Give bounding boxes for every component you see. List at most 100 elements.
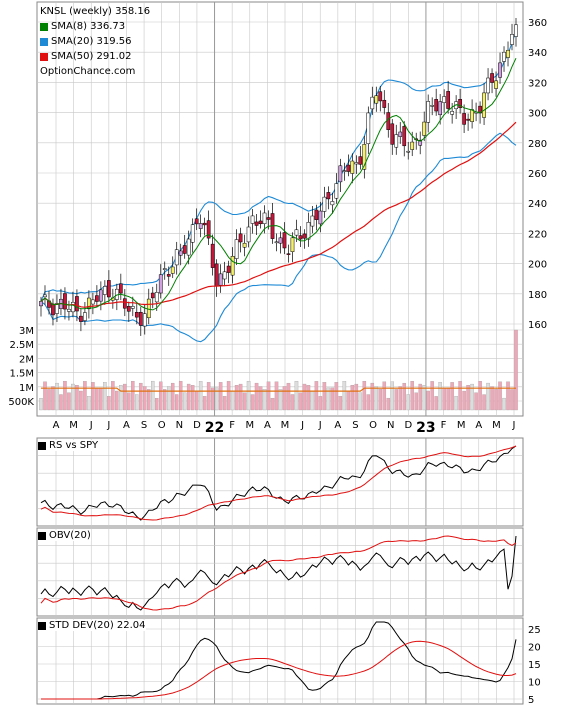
candle-body [83, 312, 87, 321]
volume-bar [186, 383, 191, 411]
month-label: A [475, 420, 482, 431]
candle-body [146, 298, 151, 319]
candle-body [286, 253, 291, 255]
candle-body [502, 51, 506, 62]
candle-body [103, 286, 107, 295]
month-label: D [193, 420, 201, 431]
std-label-text: STD DEV(20) 22.04 [49, 620, 146, 631]
volume-bar [290, 394, 295, 411]
candle-body [134, 312, 139, 318]
volume-bar [143, 386, 147, 411]
volume-bar [151, 380, 155, 411]
volume-bar [158, 381, 163, 411]
volume-bar [103, 382, 107, 411]
candle-body [362, 144, 367, 170]
volume-bar [246, 380, 251, 411]
candle-body [258, 220, 263, 225]
candle-body [374, 95, 379, 104]
volume-bar [95, 387, 99, 411]
volume-tick-label: 2M [19, 354, 34, 365]
candle-body [222, 271, 227, 280]
std-swatch [38, 621, 46, 630]
volume-bar [370, 382, 375, 411]
volume-tick-label: 1.5M [9, 369, 34, 380]
candle-body [398, 131, 403, 137]
obv-label-text: OBV(20) [49, 530, 91, 541]
candle-body [302, 233, 307, 239]
candle-body [394, 134, 399, 148]
candle-body [306, 222, 311, 240]
candle-body [482, 92, 486, 118]
month-label: J [300, 420, 304, 431]
volume-bar [39, 398, 43, 411]
volume-bar [99, 387, 103, 411]
candle-body [430, 105, 435, 107]
volume-bar [466, 384, 470, 411]
candle-body [458, 99, 462, 108]
month-gridlines [55, 2, 515, 416]
std-tick-label: 15 [528, 660, 541, 671]
std-gridlines [37, 618, 523, 704]
volume-bar [266, 381, 271, 411]
candle-body [142, 313, 147, 327]
volume-bar [350, 384, 355, 411]
candle-body [298, 235, 303, 240]
volume-bar [362, 380, 367, 411]
volume-bar [302, 383, 307, 411]
candle-body [182, 245, 187, 254]
volume-bar [294, 380, 299, 411]
month-label: J [106, 420, 110, 431]
volume-tick-label: 1M [19, 383, 34, 394]
legend-label-sma50: SMA(50) 291.02 [51, 51, 132, 62]
volume-bar [486, 382, 490, 411]
volume-bar [346, 390, 351, 411]
candle-body [438, 101, 443, 116]
volume-bar [262, 389, 267, 411]
volume-bar [59, 394, 63, 411]
month-label: O [369, 420, 377, 431]
month-label: N [387, 420, 394, 431]
candle-body [126, 305, 131, 312]
volume-tick-label: 500K [8, 397, 34, 408]
volume-bar [210, 387, 215, 411]
volume-bar [398, 386, 402, 411]
candle-body [290, 237, 295, 253]
volume-bar [147, 389, 151, 411]
candle-body [330, 201, 335, 206]
volume-bar [51, 386, 55, 411]
volume-bar [414, 392, 418, 411]
obv-swatch [38, 531, 46, 540]
candle-body [510, 34, 514, 45]
price-tick-label: 360 [528, 18, 547, 29]
volume-bar [450, 382, 454, 411]
volume-bar [190, 385, 195, 411]
candle-body [79, 315, 83, 322]
std-tick-label: 10 [528, 678, 541, 689]
candle-body [342, 170, 347, 172]
volume-bar [63, 380, 67, 411]
candle-body [122, 298, 127, 309]
month-label: M [281, 420, 290, 431]
sma8-line [40, 57, 517, 311]
volume-bar [358, 392, 363, 411]
legend-label-sma8: SMA(8) 336.73 [51, 21, 126, 32]
candle-body [322, 196, 327, 212]
volume-bar [374, 386, 379, 411]
obv-panel-frame [36, 527, 524, 617]
volume-bar [322, 382, 327, 411]
volume-bar [107, 396, 111, 411]
legend-source: OptionChance.com [40, 64, 150, 79]
candle-body [178, 250, 183, 256]
volume-bar [434, 396, 438, 411]
candle-body [87, 297, 91, 310]
volume-bar [182, 392, 187, 411]
legend: KNSL (weekly) 358.16 SMA(8) 336.73 SMA(2… [40, 4, 150, 79]
price-tick-label: 280 [528, 139, 547, 150]
volume-bar [298, 392, 303, 411]
volume-bar [478, 380, 482, 411]
volume-bar [226, 381, 231, 411]
volume-bar [318, 396, 323, 411]
candle-body [382, 99, 387, 108]
candle-body [150, 292, 155, 299]
candle-body [186, 238, 191, 256]
